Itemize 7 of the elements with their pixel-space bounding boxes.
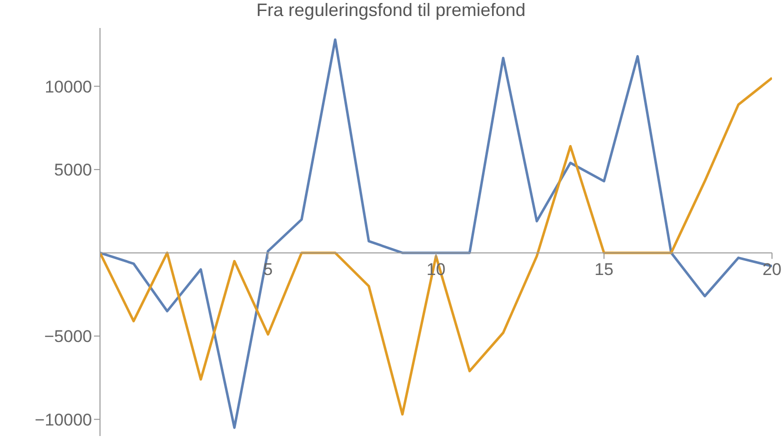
- y-tick-label: 10000: [44, 77, 92, 96]
- x-tick-label: 15: [594, 260, 614, 279]
- x-tick-label: 20: [762, 260, 782, 279]
- chart-title: Fra reguleringsfond til premiefond: [255, 0, 527, 21]
- y-tick-label: 5000: [54, 160, 92, 180]
- y-tick-label: −10000: [34, 410, 92, 430]
- y-tick-label: −5000: [44, 327, 92, 346]
